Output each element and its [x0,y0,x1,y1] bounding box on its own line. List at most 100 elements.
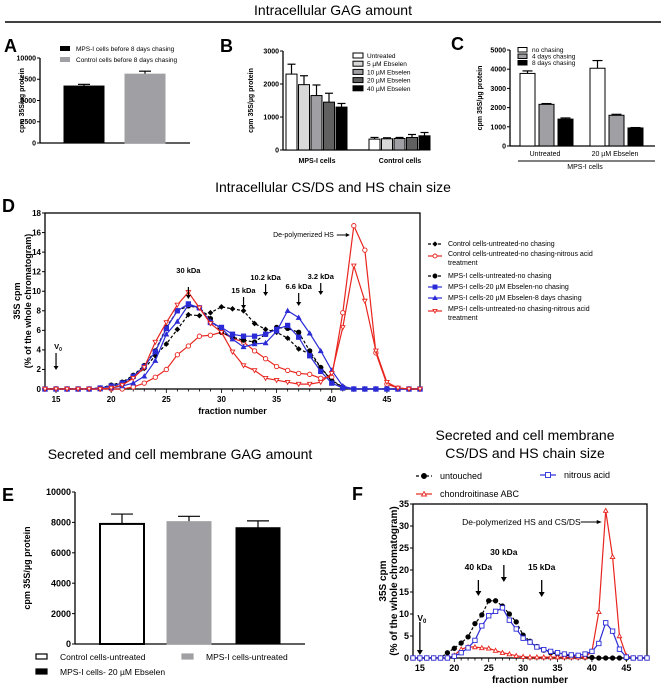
bar [310,95,323,151]
data-point [616,655,623,661]
panel-letter-a: A [4,36,17,56]
data-point [262,331,269,337]
panel-letter-e: E [2,485,14,505]
annotation-arrowhead [345,233,350,237]
x-tick-label: 30 [518,663,528,673]
legend-swatch [60,57,70,62]
annotation-arrowhead [296,302,302,306]
y-tick-label: 1000 [263,114,279,121]
data-point [361,298,368,305]
data-point [119,382,126,389]
data-point [163,325,169,332]
data-point [174,302,181,309]
data-point [141,373,148,379]
y-tick-label: 14 [32,248,41,257]
data-point [472,637,478,644]
legend-label: MPS-I cells-untreated [206,652,288,662]
data-point [174,352,181,358]
series-line [45,303,420,390]
bar [589,67,606,147]
y-tick-label: 8000 [51,518,71,528]
bar [323,101,335,151]
x-axis-label: fraction number [198,406,267,416]
series [42,303,423,392]
x-tick-label: 20 [107,395,116,404]
data-point [372,348,379,354]
y-axis-label: cpm 35S/µg protein [477,66,484,131]
panel-f-chart: 0 5 10 15 20 25 30 35 15 20 25 30 35 40 45 fraction num… [378,470,650,686]
y-tick-label: 35 [399,499,409,509]
legend-swatch [35,668,48,675]
bar [381,138,393,151]
data-point [329,380,335,386]
data-point [229,305,236,312]
y-axis-label: 35S cpm [12,282,22,319]
y-tick-label: 4000 [490,67,506,74]
data-point [273,363,280,370]
x-category-label: 20 µM Ebselen [592,151,639,158]
x-tick-label: 15 [52,395,61,404]
bar [335,106,348,151]
x-tick-label: 15 [415,663,425,673]
data-point [152,374,158,380]
y-tick-label: 2000 [51,609,71,619]
data-point [432,284,438,290]
bar [124,73,166,144]
y-tick-label: 20 [399,565,409,575]
data-point [478,644,485,651]
legend-label: 8 days chasing [532,60,576,67]
data-point [406,386,412,393]
y-axis-label: (% of the whole chromatogram) [23,234,33,369]
series [42,263,423,393]
y-tick-label: 6 [37,326,42,335]
data-point [432,308,438,314]
x-tick-label: 20 [449,663,459,673]
data-point [350,385,357,392]
series [42,304,423,392]
data-point [458,650,464,656]
y-tick-label: 1000 [490,124,506,131]
y-tick-label: 6000 [51,548,71,558]
panel-letter-b: B [220,36,233,56]
data-point [295,346,302,352]
data-point [486,613,492,619]
data-point [623,654,630,660]
data-point [262,326,269,333]
panel-letter-f: F [352,484,363,504]
y-tick-label: 4000 [51,578,71,588]
annotation-label: 15 kDa [528,562,556,572]
data-point [174,318,181,324]
data-point [75,386,82,393]
y-tick-label: 30 [399,521,409,531]
x-tick-label: 25 [162,395,171,404]
data-point [295,314,302,320]
data-point [163,331,170,337]
data-point [430,655,437,661]
y-tick-label: 12 [32,267,41,276]
annotation-arrowhead [318,291,324,295]
x-category-label: Untreated [530,151,561,158]
section-title-bottom-right-1: Secreted and cell membrane [436,427,615,443]
annotation-label: V0 [417,613,427,625]
section-title-bottom-left: Secreted and cell membrane GAG amount [48,446,313,462]
panel-e-chart: 0 2000 4000 6000 8000 10000 cpm 35S/µg protein… [22,487,305,677]
y-tick-label: 10000 [17,55,37,62]
data-point [163,366,169,373]
bar [538,103,555,147]
data-point [196,305,203,311]
data-point [130,376,137,382]
x-tick-label: 30 [217,395,226,404]
data-point [554,650,561,656]
y-tick-label: 3000 [490,86,506,93]
legend-swatch [517,47,528,53]
annotation-arrowhead [241,305,247,309]
data-point [444,650,451,656]
data-point [108,385,115,392]
legend-swatch [352,60,364,67]
y-tick-label: 0 [37,385,42,394]
data-point [520,653,527,659]
data-point [86,386,93,393]
bar [99,522,145,645]
x-category-label: Control cells [379,158,422,165]
data-point [130,384,136,390]
